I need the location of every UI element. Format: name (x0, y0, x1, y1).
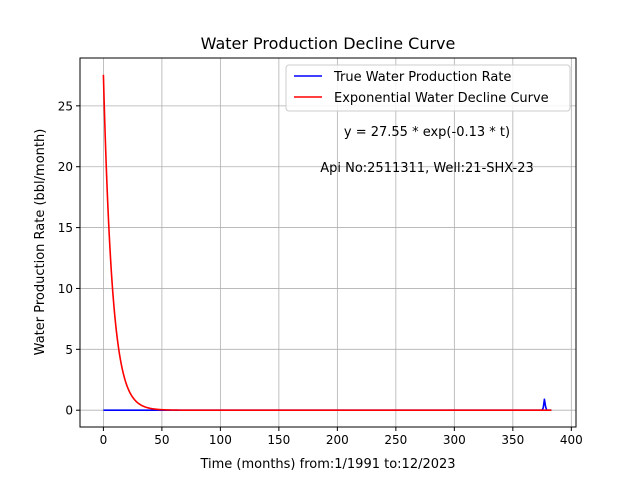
x-axis: 0 50 100 150 200 250 300 350 400 (100, 427, 583, 447)
chart-title: Water Production Decline Curve (201, 34, 456, 53)
y-tick-label: 25 (58, 99, 73, 113)
x-tick-label: 0 (100, 433, 108, 447)
x-tick-label: 300 (443, 433, 466, 447)
x-tick-label: 200 (326, 433, 349, 447)
y-tick-label: 15 (58, 221, 73, 235)
x-tick-label: 150 (267, 433, 290, 447)
y-axis-label: Water Production Rate (bbl/month) (33, 129, 48, 356)
y-axis: 0 5 10 15 20 25 (58, 99, 80, 418)
x-tick-label: 350 (501, 433, 524, 447)
y-tick-label: 5 (65, 343, 73, 357)
x-axis-label: Time (months) from:1/1991 to:12/2023 (199, 457, 455, 472)
x-tick-label: 400 (560, 433, 583, 447)
plot-frame (79, 57, 577, 428)
legend-label-true-rate: True Water Production Rate (333, 70, 511, 85)
well-annotation: Api No:2511311, Well:21-SHX-23 (320, 161, 534, 176)
y-tick-label: 10 (58, 282, 73, 296)
plot-lines (102, 74, 552, 412)
legend: True Water Production Rate Exponential W… (285, 64, 571, 112)
x-tick-label: 250 (384, 433, 407, 447)
legend-label-exponential-curve: Exponential Water Decline Curve (334, 91, 549, 106)
equation-annotation: y = 27.55 * exp(-0.13 * t) (344, 125, 510, 140)
y-tick-label: 0 (65, 404, 73, 418)
legend-box (285, 64, 571, 112)
y-tick-label: 20 (58, 160, 73, 174)
exponential-decline-line (102, 74, 552, 412)
x-tick-label: 50 (154, 433, 169, 447)
x-tick-label: 100 (209, 433, 232, 447)
